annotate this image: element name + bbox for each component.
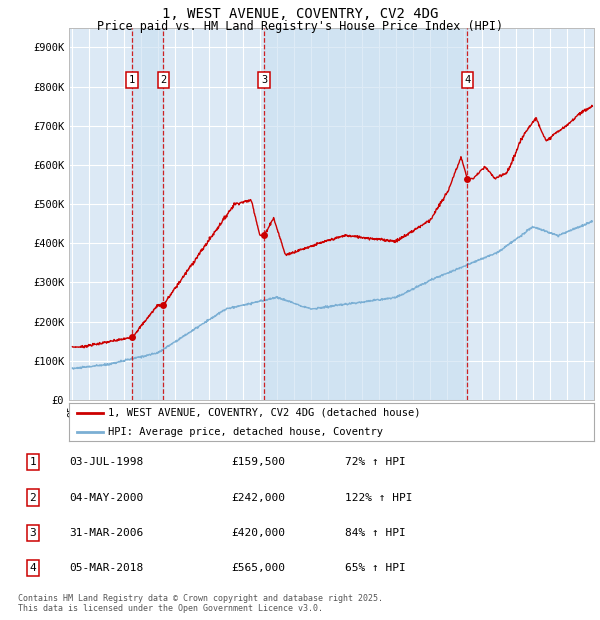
Text: 65% ↑ HPI: 65% ↑ HPI [345,563,406,574]
Text: £565,000: £565,000 [231,563,285,574]
Text: 3: 3 [29,528,37,538]
Text: 2: 2 [29,492,37,503]
Text: Price paid vs. HM Land Registry's House Price Index (HPI): Price paid vs. HM Land Registry's House … [97,20,503,33]
Text: 1: 1 [29,457,37,467]
Text: 31-MAR-2006: 31-MAR-2006 [69,528,143,538]
Text: HPI: Average price, detached house, Coventry: HPI: Average price, detached house, Cove… [109,427,383,437]
Text: 03-JUL-1998: 03-JUL-1998 [69,457,143,467]
Bar [132,28,163,400]
Text: 84% ↑ HPI: 84% ↑ HPI [345,528,406,538]
Bar [264,28,467,400]
Text: 4: 4 [464,75,470,85]
Text: £420,000: £420,000 [231,528,285,538]
Text: 05-MAR-2018: 05-MAR-2018 [69,563,143,574]
Text: 3: 3 [261,75,267,85]
Text: 1, WEST AVENUE, COVENTRY, CV2 4DG (detached house): 1, WEST AVENUE, COVENTRY, CV2 4DG (detac… [109,407,421,418]
Text: 04-MAY-2000: 04-MAY-2000 [69,492,143,503]
Text: 122% ↑ HPI: 122% ↑ HPI [345,492,413,503]
Text: 72% ↑ HPI: 72% ↑ HPI [345,457,406,467]
Text: 4: 4 [29,563,37,574]
Text: Contains HM Land Registry data © Crown copyright and database right 2025.
This d: Contains HM Land Registry data © Crown c… [18,594,383,613]
Text: £159,500: £159,500 [231,457,285,467]
Text: 1: 1 [129,75,135,85]
Text: 2: 2 [160,75,166,85]
Text: 1, WEST AVENUE, COVENTRY, CV2 4DG: 1, WEST AVENUE, COVENTRY, CV2 4DG [162,7,438,22]
Text: £242,000: £242,000 [231,492,285,503]
